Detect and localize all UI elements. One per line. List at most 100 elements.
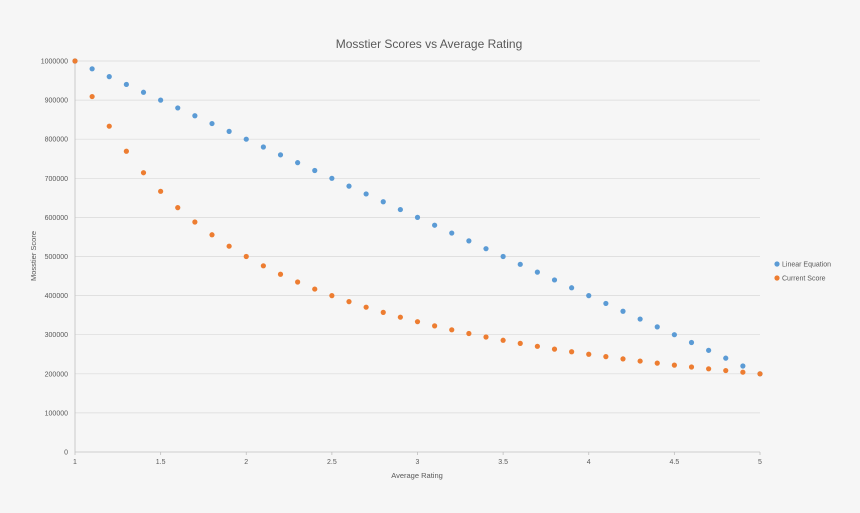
data-points bbox=[72, 58, 763, 377]
data-point bbox=[620, 308, 626, 314]
data-point bbox=[209, 232, 215, 238]
data-point bbox=[432, 222, 438, 228]
data-point bbox=[106, 74, 112, 80]
x-tick-label: 5 bbox=[758, 459, 762, 466]
y-tick-label: 400000 bbox=[45, 293, 68, 300]
data-point bbox=[449, 327, 455, 333]
data-point bbox=[551, 277, 558, 283]
data-point bbox=[414, 319, 421, 325]
x-tick-label: 4.5 bbox=[670, 459, 680, 466]
data-point bbox=[397, 314, 403, 320]
y-tick-label: 900000 bbox=[45, 98, 68, 105]
y-tick-label: 0 bbox=[64, 450, 68, 457]
data-point bbox=[192, 219, 198, 225]
legend-label: Current Score bbox=[782, 276, 826, 283]
data-point bbox=[192, 113, 198, 119]
gridlines bbox=[75, 60, 760, 414]
x-tick-label: 4 bbox=[587, 459, 591, 466]
data-point bbox=[551, 346, 558, 352]
series-current-score bbox=[72, 58, 763, 377]
y-tick-label: 800000 bbox=[45, 137, 68, 144]
data-point bbox=[723, 355, 729, 361]
data-point bbox=[569, 285, 575, 291]
y-axis-label: Mosstier Score bbox=[29, 231, 38, 281]
data-point bbox=[295, 160, 301, 166]
data-point bbox=[586, 351, 592, 357]
data-point bbox=[449, 230, 455, 236]
data-point bbox=[757, 371, 763, 377]
data-point bbox=[603, 300, 609, 307]
axes bbox=[74, 61, 761, 455]
x-tick-label: 2.5 bbox=[327, 459, 337, 466]
x-tick-label: 3 bbox=[416, 459, 420, 466]
data-point bbox=[688, 364, 695, 370]
data-point bbox=[483, 246, 489, 252]
data-point bbox=[654, 324, 660, 330]
y-tick-label: 1000000 bbox=[41, 59, 68, 66]
data-point bbox=[723, 367, 729, 374]
data-point bbox=[89, 93, 95, 100]
y-tick-labels: 0 100000 200000 300000 400000 500000 600000 700… bbox=[41, 59, 68, 457]
data-point bbox=[654, 360, 660, 366]
data-point bbox=[243, 136, 249, 142]
data-point bbox=[158, 188, 164, 194]
series-linear-equation bbox=[72, 58, 763, 377]
data-point bbox=[380, 199, 386, 205]
data-point bbox=[500, 337, 506, 343]
data-point bbox=[175, 205, 181, 211]
data-point bbox=[466, 238, 472, 244]
chart-title: Mosstier Scores vs Average Rating bbox=[336, 37, 523, 51]
data-point bbox=[243, 253, 249, 260]
y-tick-label: 600000 bbox=[45, 215, 68, 222]
data-point bbox=[517, 261, 523, 267]
x-tick-label: 2 bbox=[244, 459, 248, 466]
data-point bbox=[277, 271, 284, 277]
data-point bbox=[414, 214, 421, 220]
data-point bbox=[586, 293, 592, 299]
data-point bbox=[603, 354, 609, 360]
data-point bbox=[637, 358, 643, 364]
x-tick-label: 1.5 bbox=[156, 459, 166, 466]
y-tick-label: 500000 bbox=[45, 254, 68, 261]
data-point bbox=[380, 309, 386, 315]
x-tick-labels: 1 1.5 2 2.5 3 3.5 4 4.5 5 bbox=[73, 459, 762, 466]
data-point bbox=[260, 144, 266, 150]
legend-marker bbox=[774, 261, 780, 267]
data-point bbox=[466, 330, 472, 337]
data-point bbox=[209, 120, 215, 127]
data-point bbox=[397, 206, 403, 213]
data-point bbox=[312, 167, 318, 174]
data-point bbox=[329, 175, 335, 181]
data-point bbox=[706, 366, 712, 372]
data-point bbox=[226, 128, 232, 134]
data-point bbox=[260, 263, 266, 269]
data-point bbox=[706, 347, 712, 353]
data-point bbox=[89, 66, 95, 72]
data-point bbox=[740, 363, 746, 369]
data-point bbox=[158, 97, 164, 103]
data-point bbox=[72, 58, 78, 64]
data-point bbox=[534, 343, 540, 349]
data-point bbox=[740, 369, 746, 375]
y-tick-label: 300000 bbox=[45, 332, 68, 339]
data-point bbox=[569, 349, 575, 355]
y-tick-label: 200000 bbox=[45, 371, 68, 378]
data-point bbox=[363, 191, 369, 197]
data-point bbox=[363, 304, 369, 310]
data-point bbox=[432, 323, 438, 329]
data-point bbox=[123, 148, 129, 154]
data-point bbox=[175, 105, 181, 111]
data-point bbox=[295, 279, 301, 285]
data-point bbox=[346, 299, 352, 305]
data-point bbox=[671, 362, 677, 368]
data-point bbox=[637, 316, 643, 322]
data-point bbox=[517, 340, 523, 346]
data-point bbox=[671, 332, 677, 338]
data-point bbox=[140, 89, 147, 95]
data-point bbox=[500, 253, 506, 260]
x-tick-label: 3.5 bbox=[498, 459, 508, 466]
y-tick-label: 700000 bbox=[45, 176, 68, 183]
data-point bbox=[226, 243, 232, 249]
data-point bbox=[688, 339, 695, 346]
